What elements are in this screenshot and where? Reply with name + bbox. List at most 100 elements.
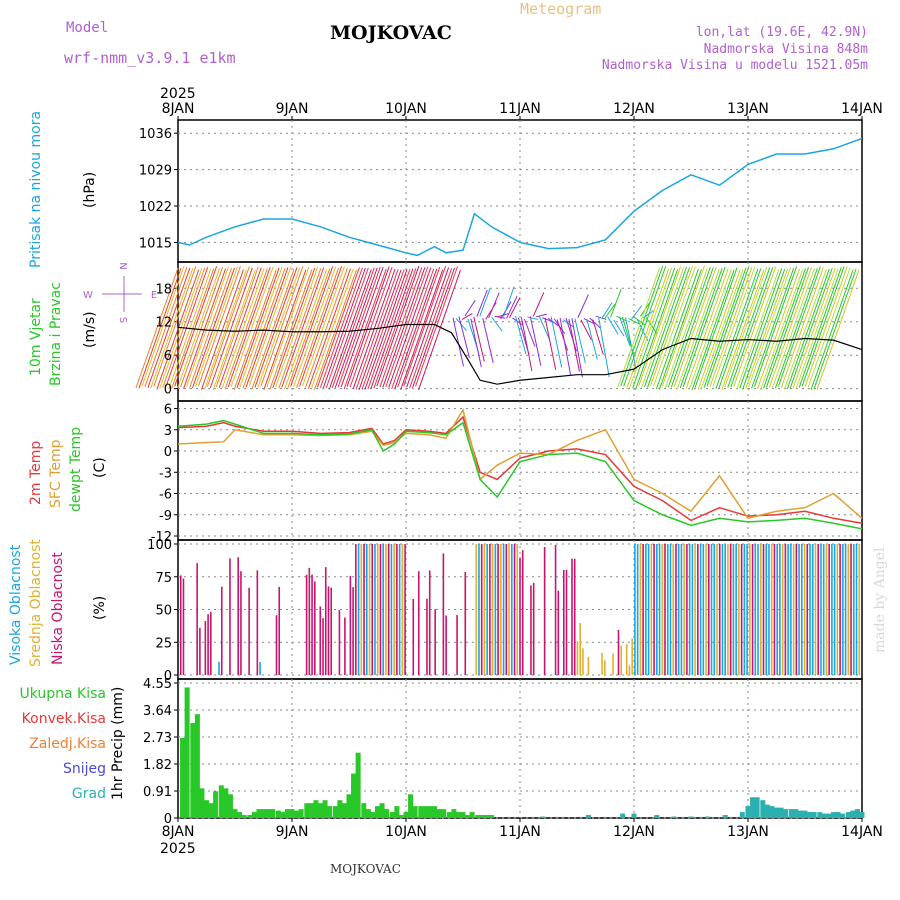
wind-barb <box>670 267 714 388</box>
wind-barb <box>709 266 753 388</box>
wind-barb <box>694 267 738 388</box>
wind-barb <box>260 266 304 387</box>
y-tick-label: 6 <box>164 349 172 364</box>
wind-barb <box>574 318 586 364</box>
wind-barb <box>296 267 340 388</box>
precip-bar-graupel <box>631 813 637 818</box>
wind-barb <box>664 267 708 389</box>
wind-barb <box>397 266 441 388</box>
wind-barb <box>789 267 833 389</box>
wind-barb <box>251 268 295 390</box>
wind-barb <box>400 269 444 390</box>
precip-bar-precip_total <box>446 812 452 818</box>
panel-wind <box>102 261 863 402</box>
wind-barb <box>520 317 533 372</box>
precip-bar-precip_total <box>184 687 190 818</box>
wind-barb <box>379 267 423 388</box>
precip-bar-graupel <box>722 815 728 818</box>
precip-bar-precip_total <box>265 809 271 818</box>
wind-barb <box>388 267 432 388</box>
series-line-sfc_temp <box>177 408 863 520</box>
wind-barb <box>236 267 280 388</box>
wind-barb <box>218 267 262 388</box>
precip-bar-precip_total <box>247 815 253 818</box>
precip-bar-precip_total <box>284 809 290 818</box>
wind-barb <box>254 267 298 388</box>
precip-bar-precip_total <box>475 815 481 818</box>
precip-bar-precip_total <box>218 785 224 818</box>
elevation-text: Nadmorska Visina 848m <box>703 42 868 57</box>
wind-barb <box>355 269 399 390</box>
wind-barb <box>269 269 313 390</box>
precip-bar-graupel <box>764 804 770 818</box>
wind-barb <box>461 312 473 321</box>
wind-barb <box>316 267 360 388</box>
wind-barb <box>482 318 494 364</box>
wind-barb <box>266 266 310 388</box>
y-tick-label: 1036 <box>139 127 172 142</box>
wind-barb <box>792 267 836 389</box>
wind-barb <box>328 269 372 390</box>
wind-barb <box>147 267 191 388</box>
wind-barb <box>382 267 426 388</box>
y-tick-label: 18 <box>155 282 172 297</box>
wind-barb <box>655 268 699 390</box>
wind-barb <box>757 268 801 390</box>
precip-bar-precip_total <box>270 809 276 818</box>
wind-barb <box>361 269 405 390</box>
precip-bar-precip_total <box>427 806 433 818</box>
wind-barb <box>536 313 547 318</box>
y-tick-label: 1.82 <box>143 758 172 773</box>
wind-barb <box>197 266 241 387</box>
precip-bar-precip_total <box>394 806 400 818</box>
precip-bar-graupel <box>826 813 832 818</box>
wind-barb <box>733 266 777 387</box>
precip-bar-precip_total <box>289 809 295 818</box>
wind-barb <box>745 268 789 389</box>
wind-barb <box>150 267 194 389</box>
wind-barb <box>632 268 676 389</box>
wind-barb <box>777 266 821 387</box>
wind-barb <box>816 269 860 390</box>
y-tick-label: 1022 <box>139 200 172 215</box>
wind-barb <box>613 319 625 337</box>
wind-barb <box>299 266 343 387</box>
y-tick-label: 1029 <box>139 164 172 179</box>
wind-barb <box>239 266 283 388</box>
wind-barb <box>192 267 235 389</box>
x-tick-label-top: 12JAN <box>613 101 655 117</box>
wind-barb <box>568 319 580 372</box>
wind-barb <box>624 317 637 370</box>
wind-barb <box>647 267 690 388</box>
y-tick-label: 0 <box>164 812 172 827</box>
wind-barb <box>760 269 803 391</box>
wind-barb <box>334 267 378 388</box>
wind-barb <box>215 266 259 387</box>
wind-barb <box>319 267 363 388</box>
y-tick-label: 0 <box>164 445 172 460</box>
wind-barb <box>798 267 842 388</box>
wind-barb <box>688 269 732 390</box>
precip-bar-precip_total <box>422 806 428 818</box>
precip-bar-precip_total <box>455 812 461 818</box>
y-tick-label: 12 <box>155 316 172 331</box>
wind-barb <box>559 317 572 375</box>
wind-barb <box>774 268 818 389</box>
x-tick-label-top: 14JAN <box>841 101 883 117</box>
y-tick-label: 0 <box>164 383 172 398</box>
y-tick-label: 1015 <box>139 236 172 251</box>
wind-barb <box>598 317 610 378</box>
precip-bar-precip_total <box>227 794 233 818</box>
precip-bar-precip_total <box>398 815 404 818</box>
wind-barb <box>556 319 569 351</box>
wind-barb <box>325 267 369 388</box>
precip-bar-precip_total <box>308 803 314 818</box>
precip-bar-graupel <box>540 816 546 818</box>
wind-barb <box>542 317 553 323</box>
wind-barb <box>765 267 809 388</box>
wind-barb <box>364 269 408 390</box>
precip-bar-precip_total <box>251 812 257 818</box>
location-text: lon,lat (19.6E, 42.9N) <box>695 25 868 40</box>
wind-barb <box>673 266 717 388</box>
y-tick-label: -6 <box>159 488 172 503</box>
